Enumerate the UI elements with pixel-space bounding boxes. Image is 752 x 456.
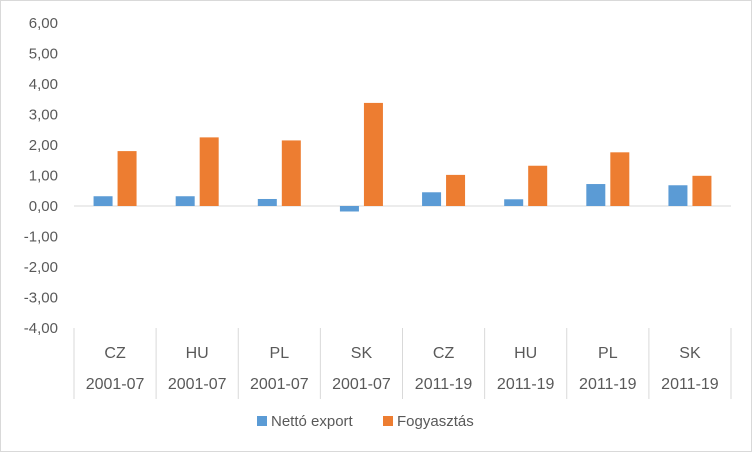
legend-swatch bbox=[383, 416, 393, 426]
bar-fogyasztas bbox=[692, 175, 712, 206]
bar-netto-export bbox=[93, 196, 113, 206]
bar-netto-export bbox=[504, 199, 524, 206]
y-tick-label: 3,00 bbox=[29, 107, 58, 124]
legend-label: Nettó export bbox=[271, 413, 354, 430]
bar-netto-export bbox=[339, 206, 359, 212]
y-tick-label: -2,00 bbox=[24, 259, 58, 276]
x-tick-label-period: 2011-19 bbox=[661, 376, 719, 393]
y-tick-label: 0,00 bbox=[29, 198, 58, 215]
bar-netto-export bbox=[175, 196, 195, 206]
y-tick-label: 6,00 bbox=[29, 15, 58, 32]
bar-fogyasztas bbox=[363, 102, 383, 206]
x-tick-label-country: CZ bbox=[433, 345, 455, 362]
x-tick-label-period: 2011-19 bbox=[415, 376, 473, 393]
x-tick-label-period: 2001-07 bbox=[168, 376, 227, 393]
bar-netto-export bbox=[422, 192, 442, 206]
y-tick-label: 2,00 bbox=[29, 137, 58, 154]
bar-fogyasztas bbox=[281, 140, 301, 206]
x-tick-label-country: PL bbox=[270, 345, 290, 362]
x-tick-label-period: 2001-07 bbox=[332, 376, 391, 393]
x-tick-label-period: 2011-19 bbox=[497, 376, 555, 393]
x-tick-label-country: SK bbox=[351, 345, 373, 362]
x-tick-label-country: SK bbox=[679, 345, 701, 362]
bar-fogyasztas bbox=[117, 151, 137, 206]
x-tick-label-country: CZ bbox=[104, 345, 126, 362]
bar-fogyasztas bbox=[610, 152, 630, 206]
y-tick-label: -1,00 bbox=[24, 229, 58, 246]
x-tick-label-country: HU bbox=[186, 345, 209, 362]
x-tick-label-period: 2001-07 bbox=[86, 376, 145, 393]
x-tick-label-country: HU bbox=[514, 345, 537, 362]
bar-fogyasztas bbox=[528, 165, 548, 206]
y-tick-label: 4,00 bbox=[29, 76, 58, 93]
bar-fogyasztas bbox=[446, 174, 466, 206]
y-tick-label: 1,00 bbox=[29, 168, 58, 185]
bar-netto-export bbox=[668, 185, 688, 206]
x-tick-label-country: PL bbox=[598, 345, 618, 362]
legend-swatch bbox=[257, 416, 267, 426]
y-tick-label: 5,00 bbox=[29, 46, 58, 63]
legend-label: Fogyasztás bbox=[397, 413, 474, 430]
y-tick-label: -3,00 bbox=[24, 290, 58, 307]
bar-netto-export bbox=[586, 184, 606, 206]
bar-fogyasztas bbox=[199, 137, 219, 206]
x-tick-label-period: 2011-19 bbox=[579, 376, 637, 393]
x-tick-label-period: 2001-07 bbox=[250, 376, 309, 393]
bar-netto-export bbox=[257, 198, 277, 206]
y-tick-label: -4,00 bbox=[24, 320, 58, 337]
